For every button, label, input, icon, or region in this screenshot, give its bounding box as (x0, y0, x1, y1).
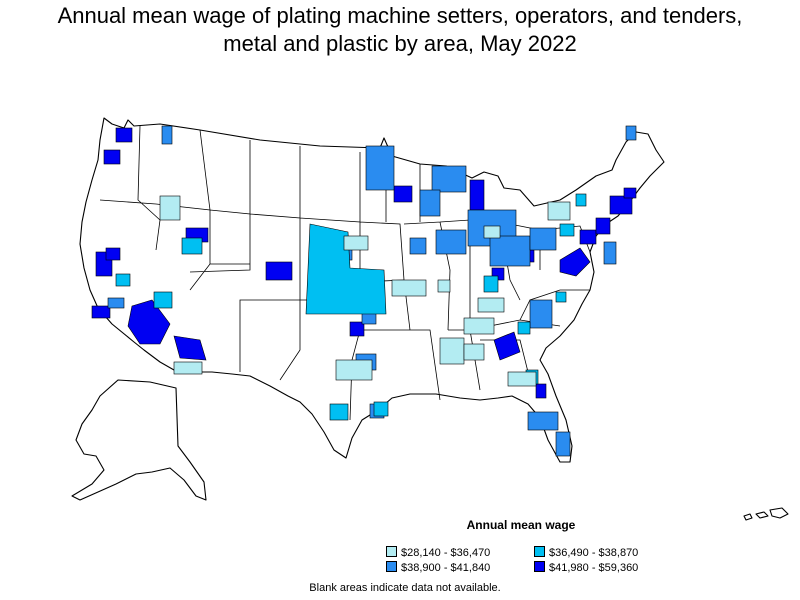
legend-label-high: $41,980 - $59,360 (549, 562, 639, 574)
map-title-line-1: Annual mean wage of plating machine sett… (57, 3, 743, 28)
areas-low-wage (159, 195, 571, 387)
legend-item-lower-mid: $36,490 - $38,870 (534, 546, 638, 559)
legend-item-high: $41,980 - $59,360 (534, 561, 638, 574)
legend-label-upper-mid: $38,900 - $41,840 (401, 562, 491, 574)
alaska-outline (71, 379, 207, 501)
legend-swatch-lower-mid (534, 546, 545, 557)
legend-label-lower-mid: $36,490 - $38,870 (549, 547, 639, 559)
areas-upper-mid-wage (107, 125, 637, 457)
legend-swatch-low (386, 546, 397, 557)
legend-item-upper-mid: $38,900 - $41,840 (386, 561, 490, 574)
legend-swatch-upper-mid (386, 561, 397, 572)
legend-swatch-high (534, 561, 545, 572)
data-availability-note: Blank areas indicate data not available. (309, 582, 501, 594)
legend-title: Annual mean wage (466, 518, 576, 532)
wage-areas (91, 125, 637, 457)
map-legend: Annual mean wage $28,140 - $36,470 $36,4… (380, 518, 690, 574)
legend-label-low: $28,140 - $36,470 (401, 547, 491, 559)
map-title: Annual mean wage of plating machine sett… (0, 2, 800, 58)
areas-lower-mid-wage (115, 193, 587, 421)
legend-item-low: $28,140 - $36,470 (386, 546, 490, 559)
areas-high-wage (91, 127, 637, 399)
map-title-line-2: metal and plastic by area, May 2022 (223, 31, 577, 56)
hawaii-islands (743, 507, 789, 521)
